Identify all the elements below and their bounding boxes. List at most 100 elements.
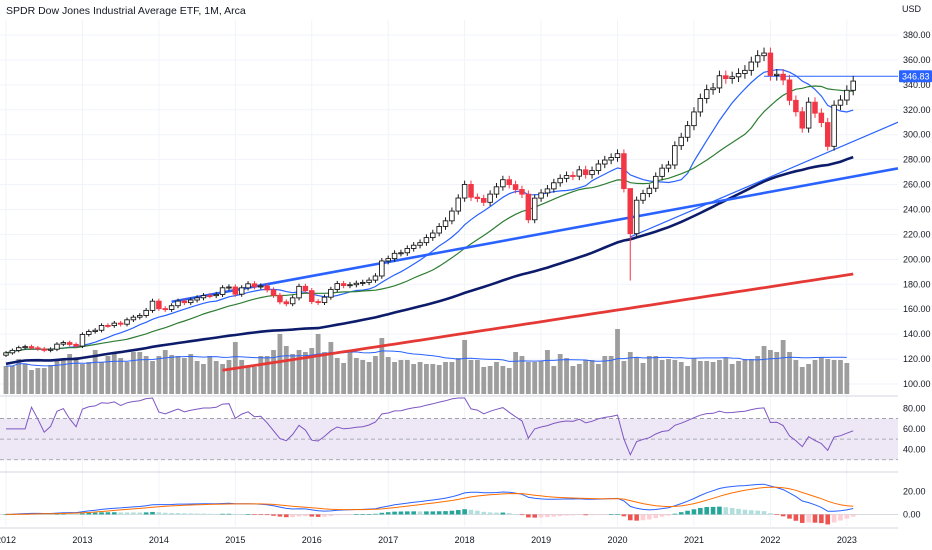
price-tick-label: 200.00 bbox=[903, 254, 931, 264]
volume-bar bbox=[290, 354, 296, 394]
macd-histogram-bar bbox=[768, 513, 773, 515]
volume-bar bbox=[691, 358, 697, 394]
volume-bar bbox=[710, 362, 716, 394]
candle-body bbox=[691, 111, 697, 127]
macd-histogram-bar bbox=[182, 513, 187, 515]
macd-histogram-bar bbox=[283, 514, 289, 518]
candle-body bbox=[302, 285, 309, 292]
volume-bar bbox=[417, 362, 423, 394]
volume-bar bbox=[736, 361, 741, 394]
candle-body bbox=[219, 287, 226, 295]
rsi-tick-label: 80.00 bbox=[903, 403, 926, 413]
volume-bar bbox=[252, 367, 257, 394]
volume-bar bbox=[341, 363, 347, 394]
volume-bar bbox=[181, 358, 187, 394]
macd-histogram-bar bbox=[583, 514, 588, 516]
candle-body bbox=[805, 101, 812, 129]
candle-body bbox=[436, 226, 442, 234]
volume-bar bbox=[787, 352, 792, 394]
volume-bar bbox=[653, 356, 659, 394]
sma-50-line bbox=[5, 155, 854, 366]
macd-histogram-bar bbox=[443, 511, 448, 515]
candle-body bbox=[181, 300, 188, 304]
macd-histogram-bar bbox=[303, 514, 308, 517]
volume-bar bbox=[258, 356, 264, 394]
candle-body bbox=[430, 232, 436, 239]
candle-body bbox=[449, 210, 455, 222]
candle-body bbox=[15, 347, 22, 351]
macd-histogram-bar bbox=[315, 514, 321, 517]
candle-body bbox=[340, 283, 347, 286]
candle-body bbox=[633, 199, 640, 235]
macd-histogram-bar bbox=[475, 510, 480, 515]
macd-histogram-bar bbox=[481, 511, 487, 515]
volume-bar bbox=[717, 360, 722, 394]
candle-body bbox=[385, 258, 391, 262]
volume-bar bbox=[831, 360, 837, 394]
macd-histogram-bar bbox=[99, 512, 104, 515]
candle-body bbox=[786, 79, 793, 101]
macd-histogram-bar bbox=[506, 513, 512, 515]
volume-bar bbox=[449, 362, 455, 394]
last-price-box bbox=[899, 70, 932, 83]
volume-bar bbox=[506, 368, 512, 394]
macd-histogram-bar bbox=[793, 514, 799, 521]
macd-histogram-bar bbox=[704, 507, 709, 515]
candle-body bbox=[652, 175, 659, 189]
macd-histogram-bar bbox=[207, 513, 213, 515]
candle-body bbox=[799, 111, 806, 129]
candle-body bbox=[697, 98, 704, 113]
macd-histogram-bar bbox=[233, 514, 238, 515]
macd-histogram-bar bbox=[239, 514, 244, 515]
volume-bar bbox=[780, 340, 786, 394]
volume-bar bbox=[608, 356, 614, 394]
volume-bar bbox=[723, 358, 729, 394]
candle-body bbox=[372, 275, 379, 281]
macd-histogram-bar bbox=[213, 513, 219, 515]
macd-histogram-bar bbox=[271, 514, 276, 516]
volume-bar bbox=[659, 360, 665, 394]
macd-histogram-bar bbox=[812, 514, 818, 523]
volume-bar bbox=[519, 356, 525, 394]
candle-body bbox=[665, 164, 672, 169]
macd-histogram-bar bbox=[150, 511, 155, 515]
volume-bar bbox=[755, 356, 761, 394]
candle-body bbox=[105, 324, 111, 327]
candle-body bbox=[646, 187, 653, 194]
macd-histogram-bar bbox=[48, 514, 53, 515]
candle-body bbox=[729, 76, 735, 80]
volume-bar bbox=[838, 360, 843, 394]
candle-body bbox=[423, 237, 430, 244]
volume-bar bbox=[201, 364, 206, 394]
candle-body bbox=[321, 296, 328, 304]
time-tick-label: 2015 bbox=[225, 535, 245, 545]
macd-histogram-bar bbox=[538, 514, 544, 518]
volume-bar bbox=[678, 362, 684, 394]
volume-bar bbox=[67, 354, 73, 394]
volume-bar bbox=[411, 364, 417, 394]
macd-histogram-bar bbox=[564, 514, 569, 516]
candle-body bbox=[716, 75, 723, 89]
volume-bar bbox=[360, 360, 366, 394]
macd-histogram-bar bbox=[500, 512, 506, 515]
candle-body bbox=[608, 157, 614, 161]
macd-histogram-bar bbox=[589, 514, 595, 516]
candle-body bbox=[602, 159, 608, 165]
macd-signal-line bbox=[6, 486, 854, 515]
macd-histogram-bar bbox=[780, 514, 786, 517]
macd-histogram-bar bbox=[819, 514, 824, 524]
volume-bar bbox=[398, 360, 404, 394]
volume-bar bbox=[213, 361, 219, 394]
candle-body bbox=[442, 220, 449, 227]
macd-histogram-bar bbox=[277, 514, 283, 517]
macd-histogram-bar bbox=[392, 511, 397, 515]
candle-body bbox=[47, 348, 54, 351]
volume-bar bbox=[761, 346, 767, 394]
candle-body bbox=[487, 193, 493, 203]
candle-body bbox=[366, 279, 372, 283]
volume-bar bbox=[685, 366, 690, 394]
volume-bar bbox=[245, 366, 251, 394]
volume-bar bbox=[538, 361, 544, 394]
time-tick-label: 2022 bbox=[760, 535, 780, 545]
